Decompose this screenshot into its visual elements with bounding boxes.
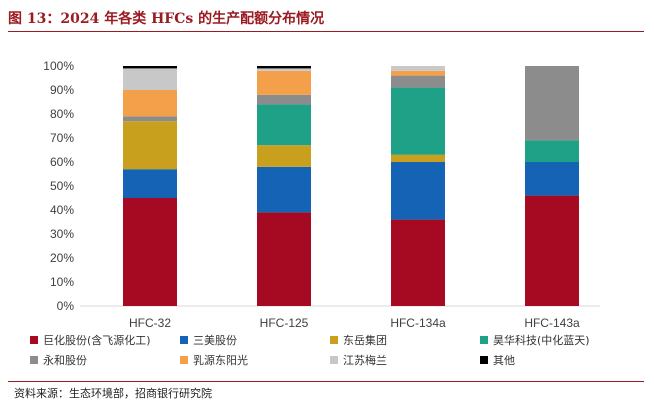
- y-tick-label: 80%: [50, 107, 74, 121]
- bar-segment: [123, 66, 177, 69]
- legend-label: 永和股份: [43, 354, 87, 367]
- bar-segment: [391, 66, 445, 71]
- legend-swatch: [480, 336, 488, 344]
- x-category-label: HFC-32: [129, 316, 171, 330]
- bar-segment: [391, 87, 445, 155]
- figure-title: 图 13：2024 年各类 HFCs 的生产配额分布情况: [8, 11, 325, 27]
- bar-segment: [391, 162, 445, 220]
- bar-segment: [257, 70, 311, 95]
- legend-label: 乳源东阳光: [193, 354, 248, 367]
- x-category-label: HFC-125: [260, 316, 309, 330]
- legend-item: 江苏梅兰: [330, 352, 387, 368]
- legend-swatch: [480, 356, 488, 364]
- stacked-bar-chart: 0% 10% 20% 30% 40% 50% 60% 70% 80% 90% 100% HFC-32…: [43, 59, 600, 330]
- bar-segment: [525, 140, 579, 162]
- y-axis: 0% 10% 20% 30% 40% 50% 60% 70% 80% 90% 100%: [43, 59, 600, 313]
- bar-segment: [391, 75, 445, 88]
- bar-segment: [257, 104, 311, 146]
- bars: [123, 66, 579, 306]
- legend-swatch: [180, 356, 188, 364]
- y-tick-label: 50%: [50, 179, 74, 193]
- y-tick-label: 0%: [57, 299, 75, 313]
- x-category-label: HFC-134a: [390, 316, 446, 330]
- x-axis: HFC-32 HFC-125 HFC-134a HFC-143a: [129, 316, 580, 330]
- bar-segment: [525, 195, 579, 306]
- bar-segment: [123, 90, 177, 117]
- y-tick-label: 100%: [43, 59, 74, 73]
- legend-swatch: [330, 356, 338, 364]
- legend-label: 三美股份: [193, 334, 237, 347]
- y-tick-label: 60%: [50, 155, 74, 169]
- legend-item: 三美股份: [180, 332, 237, 348]
- source-rule: [8, 381, 644, 382]
- legend-item: 巨化股份(含飞源化工): [30, 332, 151, 348]
- legend-item: 其他: [480, 352, 515, 368]
- legend-item: 乳源东阳光: [180, 352, 248, 368]
- legend-item: 东岳集团: [330, 332, 387, 348]
- y-tick-label: 10%: [50, 275, 74, 289]
- y-tick-label: 40%: [50, 203, 74, 217]
- y-tick-label: 90%: [50, 83, 74, 97]
- legend-label: 巨化股份(含飞源化工): [43, 334, 151, 347]
- bar-segment: [123, 198, 177, 306]
- title-rule: [8, 31, 644, 32]
- bar-segment: [525, 162, 579, 196]
- bar-segment: [525, 66, 579, 141]
- bar-segment: [123, 121, 177, 170]
- y-tick-label: 70%: [50, 131, 74, 145]
- x-category-label: HFC-143a: [524, 316, 580, 330]
- y-tick-label: 20%: [50, 251, 74, 265]
- bar-segment: [257, 166, 311, 213]
- bar-segment: [257, 68, 311, 71]
- legend-label: 其他: [493, 354, 515, 367]
- legend-label: 东岳集团: [343, 334, 387, 347]
- bar-segment: [123, 169, 177, 198]
- legend-label: 昊华科技(中化蓝天): [493, 334, 590, 347]
- legend-swatch: [30, 336, 38, 344]
- legend-swatch: [330, 336, 338, 344]
- bar-segment: [123, 68, 177, 90]
- legend-swatch: [30, 356, 38, 364]
- legend-item: 永和股份: [30, 352, 87, 368]
- legend-swatch: [180, 336, 188, 344]
- bar-segment: [123, 116, 177, 122]
- bar-segment: [257, 145, 311, 167]
- y-tick-label: 30%: [50, 227, 74, 241]
- source-note: 资料来源：生态环境部，招商银行研究院: [14, 387, 212, 400]
- bar-segment: [391, 154, 445, 162]
- bar-segment: [257, 94, 311, 105]
- bar-segment: [257, 66, 311, 69]
- bar-segment: [257, 212, 311, 306]
- chart-legend: 巨化股份(含飞源化工) 三美股份 东岳集团 昊华科技(中化蓝天) 永和股份 乳源东阳光 江苏…: [30, 332, 630, 376]
- bar-segment: [391, 70, 445, 76]
- bar-segment: [391, 219, 445, 306]
- legend-label: 江苏梅兰: [343, 354, 387, 367]
- legend-item: 昊华科技(中化蓝天): [480, 332, 590, 348]
